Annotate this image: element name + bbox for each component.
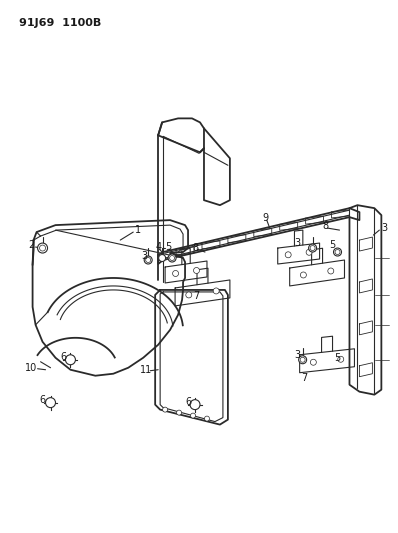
Text: 3: 3 <box>295 238 301 248</box>
Circle shape <box>39 245 45 251</box>
Circle shape <box>177 410 181 415</box>
Circle shape <box>186 292 192 298</box>
Circle shape <box>163 407 168 412</box>
Circle shape <box>191 413 195 418</box>
Text: 7: 7 <box>193 291 199 301</box>
Circle shape <box>338 356 344 362</box>
Text: 11: 11 <box>140 365 152 375</box>
Circle shape <box>190 400 200 410</box>
Circle shape <box>193 268 199 273</box>
Text: 8: 8 <box>322 221 329 231</box>
Text: 2: 2 <box>29 240 35 250</box>
Circle shape <box>328 268 334 274</box>
Circle shape <box>170 255 175 261</box>
Text: 9: 9 <box>263 213 269 223</box>
Circle shape <box>205 416 209 421</box>
Text: 91J69  1100B: 91J69 1100B <box>19 18 101 28</box>
Circle shape <box>334 248 341 256</box>
Circle shape <box>159 255 166 262</box>
Circle shape <box>173 270 179 277</box>
Circle shape <box>300 272 306 278</box>
Circle shape <box>144 256 152 264</box>
Text: 3: 3 <box>381 223 388 233</box>
Circle shape <box>213 288 219 294</box>
Circle shape <box>146 257 151 263</box>
Circle shape <box>65 355 76 365</box>
Circle shape <box>308 244 316 252</box>
Circle shape <box>45 398 55 408</box>
Text: 3: 3 <box>295 350 301 360</box>
Circle shape <box>37 243 47 253</box>
Circle shape <box>310 246 315 251</box>
Circle shape <box>168 254 176 262</box>
Text: 6: 6 <box>39 394 46 405</box>
Circle shape <box>285 252 291 258</box>
Text: 5: 5 <box>165 242 172 252</box>
Text: 5: 5 <box>335 353 341 363</box>
Text: 4: 4 <box>155 242 161 252</box>
Text: 3: 3 <box>141 251 147 261</box>
Text: 1: 1 <box>135 225 141 235</box>
Text: 10: 10 <box>25 363 37 373</box>
Text: 6: 6 <box>185 397 191 407</box>
Text: 6: 6 <box>60 352 66 362</box>
Text: 7: 7 <box>302 373 308 383</box>
Circle shape <box>306 249 312 255</box>
Circle shape <box>310 359 316 365</box>
Circle shape <box>300 357 305 362</box>
Circle shape <box>335 249 340 255</box>
Circle shape <box>298 356 306 364</box>
Text: 8: 8 <box>192 243 198 253</box>
Text: 5: 5 <box>330 240 336 250</box>
